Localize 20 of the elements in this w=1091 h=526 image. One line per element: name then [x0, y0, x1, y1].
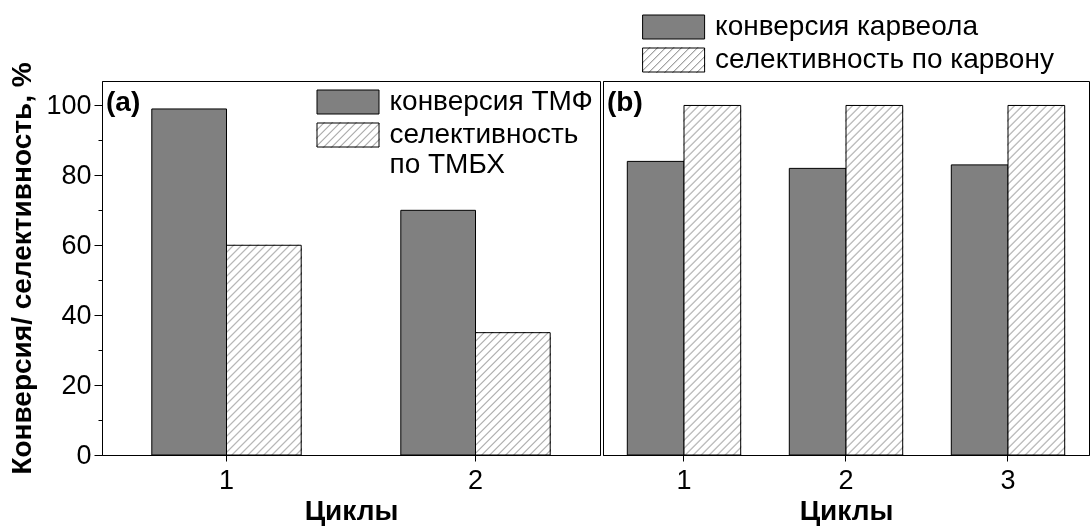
x-tick-label: 3 [1000, 464, 1016, 495]
x-tick-label: 2 [467, 464, 484, 495]
x-tick-label: 2 [838, 464, 854, 495]
y-tick-label: 60 [61, 229, 92, 260]
legend-label: селективность по карвону [715, 43, 1054, 74]
x-axis-title: Циклы [799, 494, 894, 526]
x-tick-label: 1 [218, 464, 235, 495]
annotation: (b) [607, 86, 643, 117]
y-axis-title: Конверсия/ селективность, % [6, 62, 38, 475]
y-tick-label: 20 [61, 369, 92, 400]
y-tick-label: 80 [61, 159, 92, 190]
legend-label: конверсия карвеола [715, 10, 979, 41]
x-tick-label: 1 [676, 464, 692, 495]
x-axis-title: Циклы [304, 494, 399, 526]
legend-label: конверсия ТМФ [389, 85, 593, 116]
y-tick-label: 40 [61, 299, 92, 330]
y-tick-label: 0 [76, 439, 92, 470]
y-tick-label: 100 [46, 89, 92, 120]
legend-label: селективность по ТМБХ [389, 118, 579, 179]
annotation: (a) [106, 86, 141, 117]
